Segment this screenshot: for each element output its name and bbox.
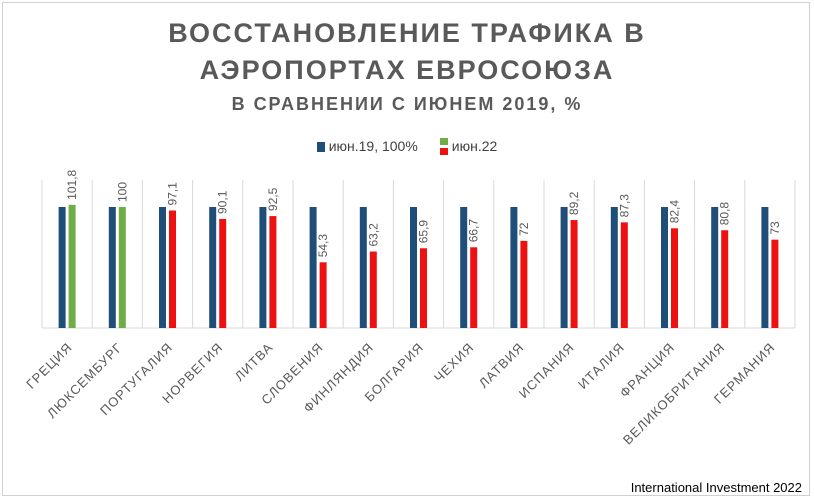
bar-jun19-4 (209, 207, 217, 328)
category-label-14: ВЕЛИКОБРИТАНИЯ (620, 340, 728, 448)
bar-jun19-13 (661, 207, 668, 328)
bar-jun22-7 (369, 251, 377, 328)
category-label-10: ЛАТВИЯ (476, 340, 527, 391)
data-label-12: 87,3 (617, 194, 631, 218)
data-label-10: 72 (517, 222, 531, 236)
bar-jun19-3 (159, 207, 166, 328)
chart-subtitle: В СРАВНЕНИИ С ИЮНЕМ 2019, % (231, 94, 583, 114)
bar-jun19-10 (510, 207, 518, 328)
data-label-4: 90,1 (216, 190, 230, 214)
data-label-7: 63,2 (366, 223, 380, 247)
bar-jun19-7 (359, 207, 367, 328)
data-label-6: 54,3 (316, 234, 330, 258)
bar-jun19-1 (58, 207, 66, 328)
bar-jun22-15 (771, 239, 779, 328)
data-label-13: 82,4 (668, 200, 682, 224)
legend: июн.19, 100% июн.22 (0, 138, 814, 155)
bar-jun19-12 (610, 207, 618, 328)
bar-jun19-9 (460, 207, 468, 328)
data-label-1: 101,8 (65, 169, 79, 199)
category-label-12: ИТАЛИЯ (575, 340, 627, 392)
legend-item-baseline: июн.19, 100% (316, 138, 418, 155)
bar-jun22-3 (169, 210, 176, 328)
data-label-5: 92,5 (266, 187, 280, 211)
bar-jun19-2 (108, 207, 116, 328)
bar-jun22-11 (570, 220, 578, 328)
legend-item-current: июн.22 (439, 138, 498, 155)
bar-jun19-6 (309, 207, 317, 328)
bar-jun22-13 (671, 228, 678, 328)
legend-label-baseline: июн.19, 100% (328, 138, 418, 154)
bar-jun22-1 (68, 204, 76, 328)
bar-jun19-14 (711, 207, 719, 328)
bar-jun22-8 (420, 248, 427, 328)
category-label-9: ЧЕХИЯ (431, 340, 477, 386)
bar-jun19-15 (761, 207, 769, 328)
data-label-11: 89,2 (567, 191, 581, 215)
bar-jun22-14 (721, 230, 729, 328)
data-label-8: 65,9 (417, 220, 431, 244)
data-label-2: 100 (115, 182, 129, 202)
bar-jun22-6 (319, 262, 327, 328)
legend-swatch-baseline (316, 142, 325, 152)
credit-text: International Investment 2022 (630, 480, 802, 495)
bar-jun19-5 (259, 207, 267, 328)
legend-label-current: июн.22 (451, 138, 498, 154)
bar-jun22-2 (118, 207, 126, 328)
bar-jun22-5 (269, 216, 277, 328)
bar-jun22-12 (620, 222, 628, 328)
data-label-14: 80,8 (718, 202, 732, 226)
category-label-5: ЛИТВА (232, 340, 276, 384)
category-label-1: ГРЕЦИЯ (23, 340, 75, 392)
legend-swatch-highlight (439, 138, 448, 145)
data-label-3: 97,1 (166, 182, 180, 206)
bar-jun22-9 (470, 247, 478, 328)
bar-jun22-4 (219, 218, 227, 328)
legend-swatch-current (439, 148, 448, 155)
bar-jun19-8 (410, 207, 417, 328)
chart-title-line1: ВОССТАНОВЛЕНИЕ ТРАФИКА В (168, 18, 646, 48)
data-label-15: 73 (768, 221, 782, 235)
chart-title-line2: АЭРОПОРТАХ ЕВРОСОЮЗА (199, 55, 615, 85)
data-label-9: 66,7 (467, 219, 481, 243)
bar-jun19-11 (560, 207, 568, 328)
bar-jun22-10 (520, 240, 528, 328)
